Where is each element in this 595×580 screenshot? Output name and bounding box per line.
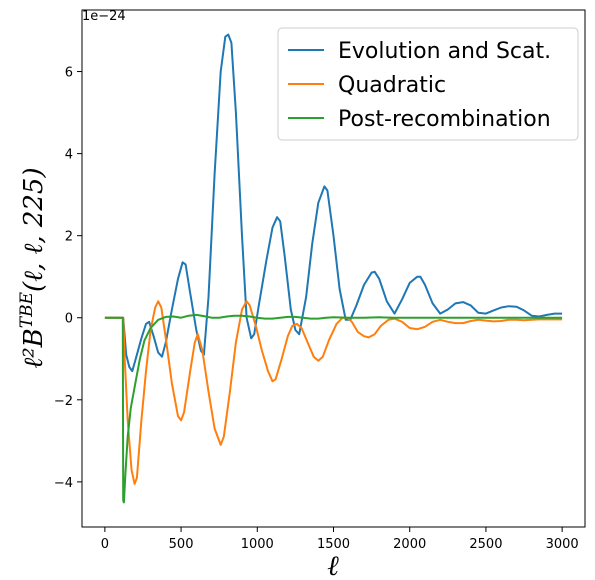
- series-lines: [104, 33, 563, 504]
- y-axis-label: ℓ²BTBE(ℓ, ℓ, 225): [17, 167, 49, 368]
- x-axis-label: ℓ: [327, 549, 339, 580]
- x-tick-label: 1500: [317, 537, 350, 552]
- x-tick-label: 1000: [241, 537, 274, 552]
- y-tick-label: −2: [54, 394, 73, 409]
- series-line-1: [104, 33, 563, 373]
- y-tick-label: 4: [65, 148, 73, 163]
- x-tick-label: 3000: [546, 537, 579, 552]
- offset-text: 1e−24: [82, 9, 126, 24]
- x-tick-label: 2000: [393, 537, 426, 552]
- y-tick-label: 2: [65, 230, 73, 245]
- legend: Evolution and Scat. Quadratic Post-recombi…: [277, 27, 579, 141]
- y-tick-label: 6: [65, 66, 73, 81]
- legend-box: [277, 27, 579, 141]
- y-tick-label: 0: [65, 312, 73, 327]
- series-line-3: [104, 313, 563, 504]
- x-tick-label: 0: [101, 537, 109, 552]
- plot-frame: [81, 9, 586, 528]
- x-axis-ticks: 0 500 1000 1500 2000 2500 3000: [101, 527, 579, 552]
- y-tick-label: −4: [54, 476, 73, 491]
- y-axis-ticks: −4 −2 0 2 4 6: [54, 66, 82, 491]
- x-tick-label: 500: [169, 537, 194, 552]
- legend-label-2: Quadratic: [338, 73, 446, 98]
- x-tick-label: 2500: [469, 537, 502, 552]
- legend-label-3: Post-recombination: [338, 107, 551, 132]
- legend-label-1: Evolution and Scat.: [338, 39, 551, 64]
- series-line-2: [104, 300, 563, 485]
